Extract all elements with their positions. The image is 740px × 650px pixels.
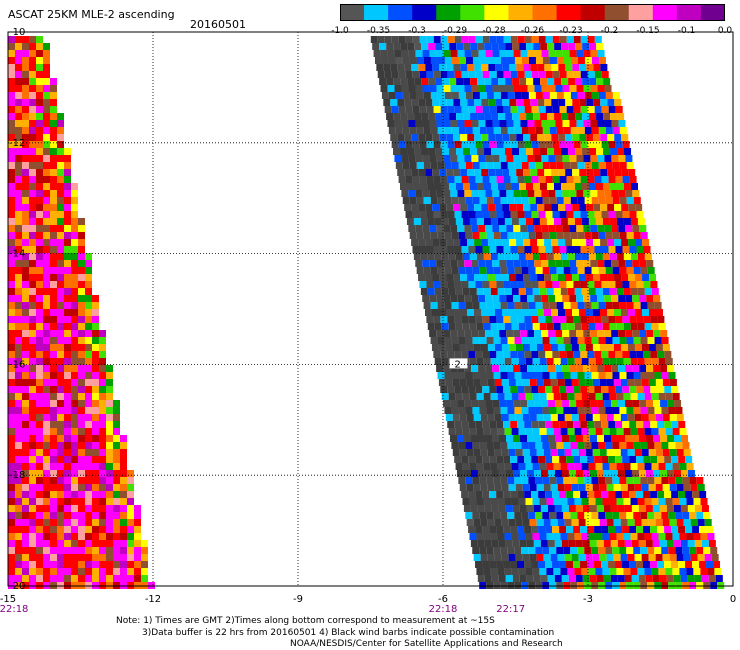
y-tick-label: -10: [9, 27, 25, 38]
y-tick-label: -16: [9, 359, 25, 370]
colorbar-swatch: [580, 4, 606, 21]
map-frame: [7, 31, 734, 587]
colorbar-swatch: [340, 4, 365, 21]
x-tick-label: -3: [583, 594, 593, 605]
contamination-box: [449, 358, 468, 369]
colorbar-label: -0.15: [636, 26, 660, 36]
contamination-marker: 2: [455, 359, 461, 370]
colorbar-swatch: [700, 4, 725, 21]
colorbar-swatch: [388, 4, 413, 21]
colorbar-border: [340, 4, 725, 21]
time-label: 22:18: [0, 604, 28, 615]
x-tick-label: -12: [145, 594, 161, 605]
colorbar-labels: -1.0 -0.35 -0.3 -0.29 -0.28 -0.26 -0.23 -0.2 -0.…: [330, 26, 740, 38]
colorbar-label: -0.29: [443, 26, 468, 36]
map-date: 20160501: [190, 18, 246, 31]
colorbar-label: -0.3: [408, 26, 426, 36]
colorbar-label: 0.0: [717, 26, 733, 36]
colorbar-swatch: [628, 4, 654, 21]
colorbar-label: -0.2: [600, 26, 619, 36]
colorbar-label: -0.26: [520, 26, 545, 36]
colorbar-swatch: [532, 4, 558, 21]
colorbar-label: -0.23: [559, 26, 583, 36]
colorbar-swatch: [436, 4, 461, 21]
colorbar-swatch: [460, 4, 485, 21]
time-label: 22:18: [429, 604, 458, 615]
colorbar-swatch: [508, 4, 533, 21]
y-tick-label: -18: [9, 470, 25, 481]
x-tick-label: -15: [0, 594, 16, 605]
note-line-1: Note: 1) Times are GMT 2)Times along bot…: [116, 616, 495, 626]
colorbar-label: -0.28: [482, 26, 506, 36]
x-tick-label: 0: [730, 594, 736, 605]
colorbar-swatch: [676, 4, 702, 21]
colorbar-swatch: [484, 4, 509, 21]
colorbar-label: -0.1: [677, 26, 696, 36]
swath-cells: [8, 36, 725, 589]
note-line-2: 3)Data buffer is 22 hrs from 20160501 4)…: [142, 628, 555, 638]
y-tick-label: -20: [9, 581, 25, 592]
colorbar-swatch: [364, 4, 389, 21]
y-tick-label: -14: [9, 249, 25, 260]
colorbar-swatch: [604, 4, 630, 21]
y-tick-label: -12: [9, 138, 25, 149]
time-label: 22:17: [496, 604, 525, 615]
map-title: ASCAT 25KM MLE-2 ascending: [8, 8, 175, 21]
note-line-3: NOAA/NESDIS/Center for Satellite Applica…: [290, 639, 563, 649]
x-tick-label: -9: [293, 594, 303, 605]
colorbar-label: -0.35: [366, 26, 391, 36]
colorbar-swatch: [412, 4, 437, 21]
colorbar-swatch: [652, 4, 678, 21]
colorbar-label: -1.0: [331, 26, 349, 36]
colorbar: [340, 4, 725, 21]
colorbar-swatch: [556, 4, 582, 21]
x-tick-label: -6: [438, 594, 448, 605]
